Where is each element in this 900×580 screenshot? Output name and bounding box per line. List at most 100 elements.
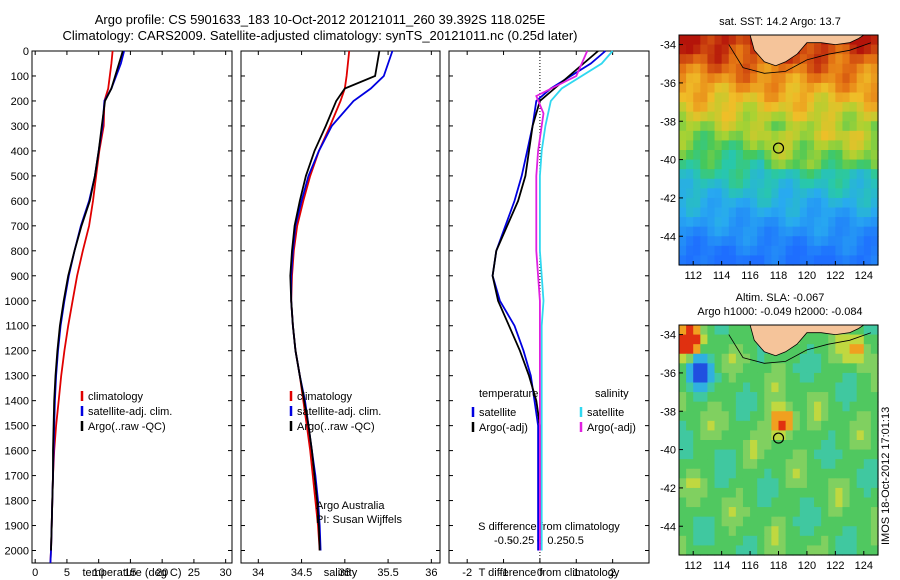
sst_map-cell [806, 159, 815, 170]
sla_map-cell [721, 353, 730, 364]
sla_map-cell [700, 545, 709, 556]
sst_map-cell [849, 217, 858, 228]
sst_map-cell [799, 197, 808, 209]
sst_map-cell [863, 217, 872, 228]
sla_map-cell [856, 545, 865, 556]
sst_map-cell [771, 140, 780, 151]
sst_map-cell [750, 236, 758, 247]
sst_map-cell [693, 130, 701, 142]
sla_map-cell [771, 459, 780, 470]
sla_map-ytick-label: -44 [660, 521, 676, 533]
sst_map-cell [735, 188, 744, 199]
sst_map-cell [792, 207, 801, 218]
sst_map-cell [821, 92, 829, 103]
sla_map-cell [679, 363, 687, 374]
sst_map-cell [799, 111, 808, 122]
sst_map-cell [764, 245, 772, 257]
sst_map-cell [700, 236, 709, 247]
sst_map-cell [863, 188, 872, 199]
sst_map-cell [735, 92, 744, 103]
sla_map-cell [785, 459, 794, 470]
temperature-ytick-label: 800 [11, 246, 29, 258]
sla_map-xtick-label: 120 [798, 560, 816, 572]
sst_map-cell [728, 73, 737, 84]
sla_map-cell [806, 401, 815, 412]
sla_map-cell [707, 392, 716, 403]
temperature-ytick-label: 600 [11, 196, 29, 208]
sla_map-cell [714, 478, 723, 489]
sst_map-cell [835, 150, 844, 161]
sst_map-cell [792, 255, 801, 266]
sst_map-cell [856, 226, 865, 237]
sla_map-cell [863, 325, 872, 336]
sst_map-cell [863, 35, 872, 46]
sla_map-cell [856, 526, 865, 537]
sst_map-cell [821, 44, 829, 55]
sst_map-cell [707, 44, 716, 55]
sst_map-cell [835, 121, 844, 132]
sla_map-cell [707, 449, 716, 460]
sla_map-cell [686, 468, 694, 479]
sst_map-cell [814, 217, 822, 228]
sst_map-cell [842, 255, 851, 266]
sla_map-cell [700, 449, 709, 460]
sla_map-cell [750, 420, 758, 432]
sla_map-cell [686, 526, 694, 537]
sst_map-cell [863, 63, 872, 74]
sla_map-cell [721, 497, 730, 508]
sst_map-cell [821, 245, 829, 257]
sla_map-cell [764, 478, 772, 489]
sla_map-cell [742, 325, 751, 336]
sst_map-cell [842, 245, 851, 257]
sst_map-cell [693, 159, 701, 170]
sst_map-cell [771, 188, 780, 199]
sla_map-cell [714, 440, 723, 451]
sla_map-cell [700, 334, 709, 345]
sst_map-cell [679, 54, 687, 65]
sla_map-cell [693, 430, 701, 441]
sst_map-cell [742, 140, 751, 151]
sst_map-cell [700, 130, 709, 142]
sla_map-cell [750, 363, 758, 374]
sst-map-title: sat. SST: 14.2 Argo: 13.7 [719, 16, 841, 28]
sst_map-cell [806, 178, 815, 189]
sst_map-cell [679, 92, 687, 103]
sst_map-cell [693, 102, 701, 113]
sst_map-cell [828, 245, 836, 257]
sst_map-cell [792, 102, 801, 113]
sla_map-cell [870, 468, 879, 479]
sla_map-cell [707, 344, 716, 355]
sst_map-cell [870, 207, 879, 218]
sst_map-cell [742, 245, 751, 257]
sst_map-cell [757, 150, 765, 161]
sst_map-cell [735, 217, 744, 228]
sst_map-cell [728, 169, 737, 180]
sst_map-cell [806, 217, 815, 228]
sla_map-cell [714, 507, 723, 518]
sst_map-cell [679, 245, 687, 257]
sst_map-cell [707, 236, 716, 247]
sla_map-cell [792, 545, 801, 556]
sla_map-cell [771, 487, 780, 499]
sla_map-cell [700, 526, 709, 537]
sst_map-cell [778, 207, 787, 218]
sla_map-cell [835, 334, 844, 345]
sla_map-cell [785, 372, 794, 384]
sla_map-cell [792, 411, 801, 422]
sla_map-cell [842, 392, 851, 403]
sst_map-cell [764, 150, 772, 161]
difference-xtick-label: 2 [610, 567, 616, 579]
sst_map-cell [721, 44, 730, 55]
sla_map-cell [764, 526, 772, 537]
sla_map-cell [707, 363, 716, 374]
sla_map-cell [821, 334, 829, 345]
sla_map-cell [856, 344, 865, 355]
sla_map-cell [806, 411, 815, 422]
sla_map-cell [814, 344, 822, 355]
sla_map-cell [792, 392, 801, 403]
sla_map-cell [828, 459, 836, 470]
sla_map-cell [693, 353, 701, 364]
temperature-ytick-label: 1000 [5, 296, 29, 308]
sla_map-cell [799, 440, 808, 451]
sst_map-cell [721, 207, 730, 218]
